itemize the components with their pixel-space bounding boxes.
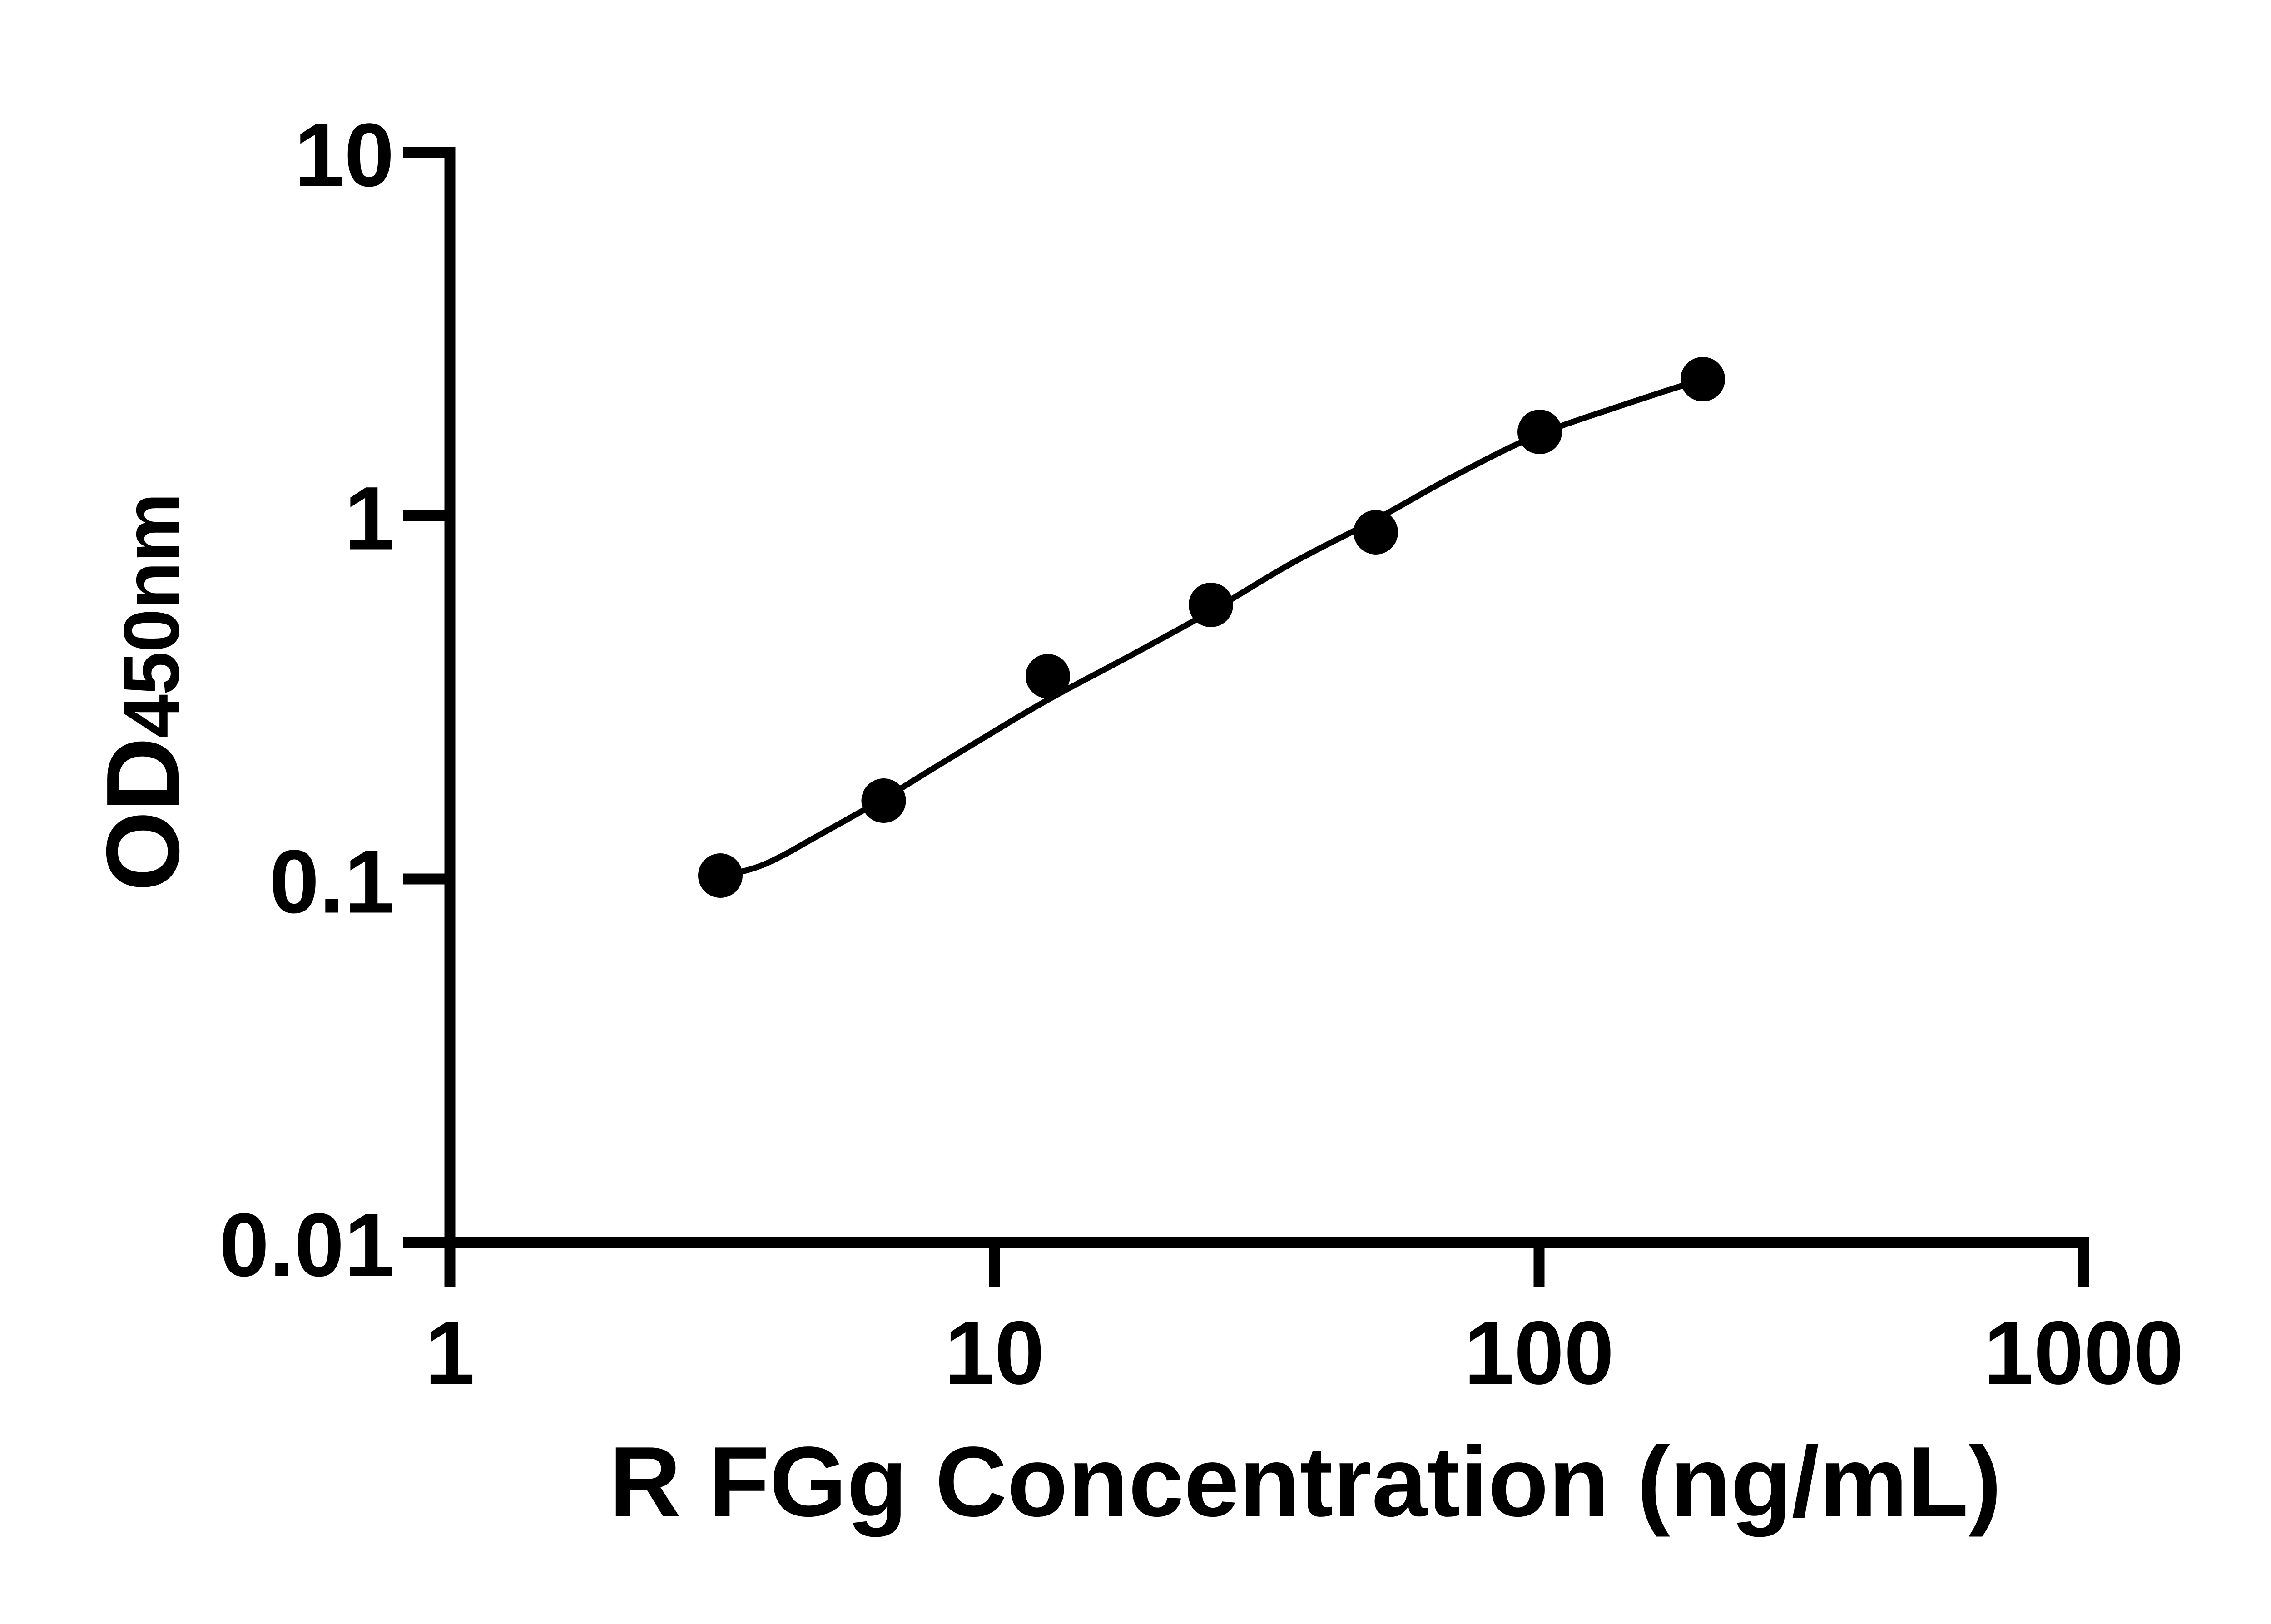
svg-text:10: 10 xyxy=(294,105,394,205)
svg-text:0.1: 0.1 xyxy=(269,832,394,932)
svg-text:1: 1 xyxy=(425,1302,475,1403)
svg-text:OD450nm: OD450nm xyxy=(85,494,201,891)
svg-text:R FGg Concentration (ng/mL): R FGg Concentration (ng/mL) xyxy=(609,1426,2002,1537)
svg-text:100: 100 xyxy=(1464,1302,1614,1403)
svg-text:1000: 1000 xyxy=(1983,1302,2183,1403)
svg-text:10: 10 xyxy=(944,1302,1044,1403)
svg-text:0.01: 0.01 xyxy=(219,1195,394,1295)
svg-text:1: 1 xyxy=(344,468,394,569)
